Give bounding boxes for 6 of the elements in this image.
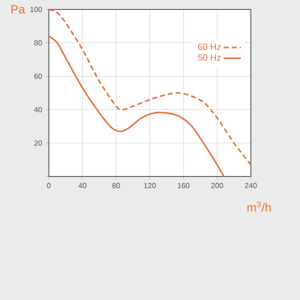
x-axis-title: m$^{3}$/h	[247, 202, 271, 212]
legend-label: 60 Hz	[198, 44, 221, 50]
line-series	[48, 9, 251, 166]
y-axis-title: Pa	[11, 5, 26, 14]
line-series	[48, 35, 225, 176]
legend-label: 50 Hz	[198, 54, 221, 61]
